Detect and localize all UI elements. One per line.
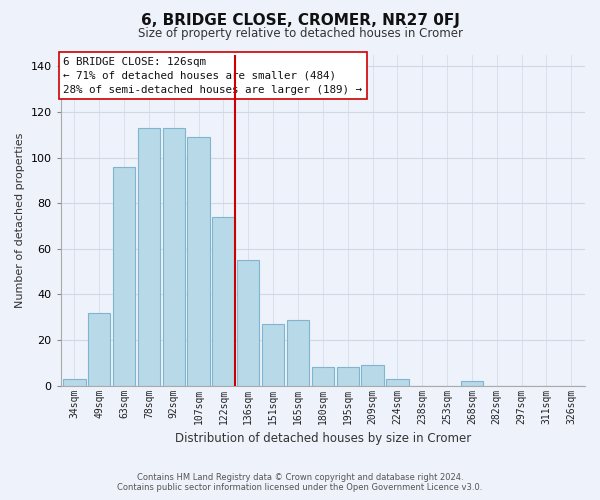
Bar (88, 312, 110, 386)
Bar (361, 365, 384, 386)
Bar (113, 166, 135, 386)
Bar (337, 368, 359, 386)
Text: 6 BRIDGE CLOSE: 126sqm
← 71% of detached houses are smaller (484)
28% of semi-de: 6 BRIDGE CLOSE: 126sqm ← 71% of detached… (64, 56, 362, 94)
Bar (63, 379, 86, 386)
Bar (187, 137, 210, 386)
Bar (287, 320, 309, 386)
Text: Size of property relative to detached houses in Cromer: Size of property relative to detached ho… (137, 28, 463, 40)
Bar (461, 381, 483, 386)
Text: Contains HM Land Registry data © Crown copyright and database right 2024.
Contai: Contains HM Land Registry data © Crown c… (118, 473, 482, 492)
Y-axis label: Number of detached properties: Number of detached properties (15, 132, 25, 308)
Bar (163, 128, 185, 386)
Bar (262, 324, 284, 386)
Bar (386, 379, 409, 386)
Text: 6, BRIDGE CLOSE, CROMER, NR27 0FJ: 6, BRIDGE CLOSE, CROMER, NR27 0FJ (140, 12, 460, 28)
Bar (237, 260, 259, 386)
X-axis label: Distribution of detached houses by size in Cromer: Distribution of detached houses by size … (175, 432, 471, 445)
Bar (138, 128, 160, 386)
Bar (311, 368, 334, 386)
Bar (212, 217, 235, 386)
